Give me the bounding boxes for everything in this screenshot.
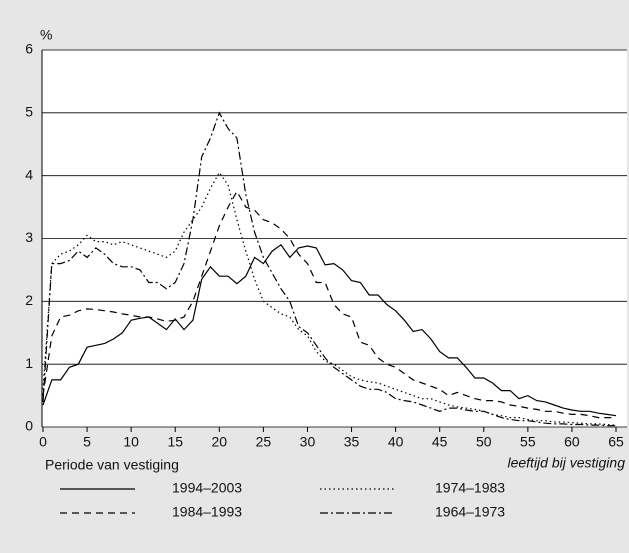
y-tick-label: 5	[25, 104, 33, 120]
x-tick-label: 0	[39, 434, 47, 450]
legend-title: Periode van vestiging	[45, 457, 179, 473]
series-line	[42, 243, 617, 417]
y-tick-label: 0	[25, 418, 33, 434]
y-tick-label: 3	[25, 229, 33, 245]
x-tick-label: 50	[476, 434, 492, 450]
y-tick-label: 4	[25, 166, 33, 182]
x-tick-label: 45	[432, 434, 448, 450]
x-tick-label: 30	[300, 434, 316, 450]
x-tick-label: 60	[564, 434, 580, 450]
x-tick-label: 10	[123, 434, 139, 450]
legend-label: 1964–1973	[435, 504, 505, 520]
y-tick-label: 1	[25, 355, 33, 371]
x-tick-label: 65	[608, 434, 624, 450]
x-tick-label: 20	[212, 434, 228, 450]
x-axis-label: leeftijd bij vestiging	[507, 455, 625, 471]
y-axis-label: %	[40, 27, 52, 43]
y-tick-label: 2	[25, 292, 33, 308]
x-tick-label: 15	[167, 434, 183, 450]
x-tick-label: 5	[83, 434, 91, 450]
x-tick-label: 40	[388, 434, 404, 450]
legend-label: 1984–1993	[172, 504, 242, 520]
legend-label: 1994–2003	[172, 480, 242, 496]
legend-label: 1974–1983	[435, 480, 505, 496]
x-tick-label: 25	[256, 434, 272, 450]
y-tick-label: 6	[25, 41, 33, 57]
x-tick-label: 35	[344, 434, 360, 450]
series-line	[42, 111, 616, 427]
x-tick-label: 55	[520, 434, 536, 450]
series-line	[42, 190, 616, 419]
